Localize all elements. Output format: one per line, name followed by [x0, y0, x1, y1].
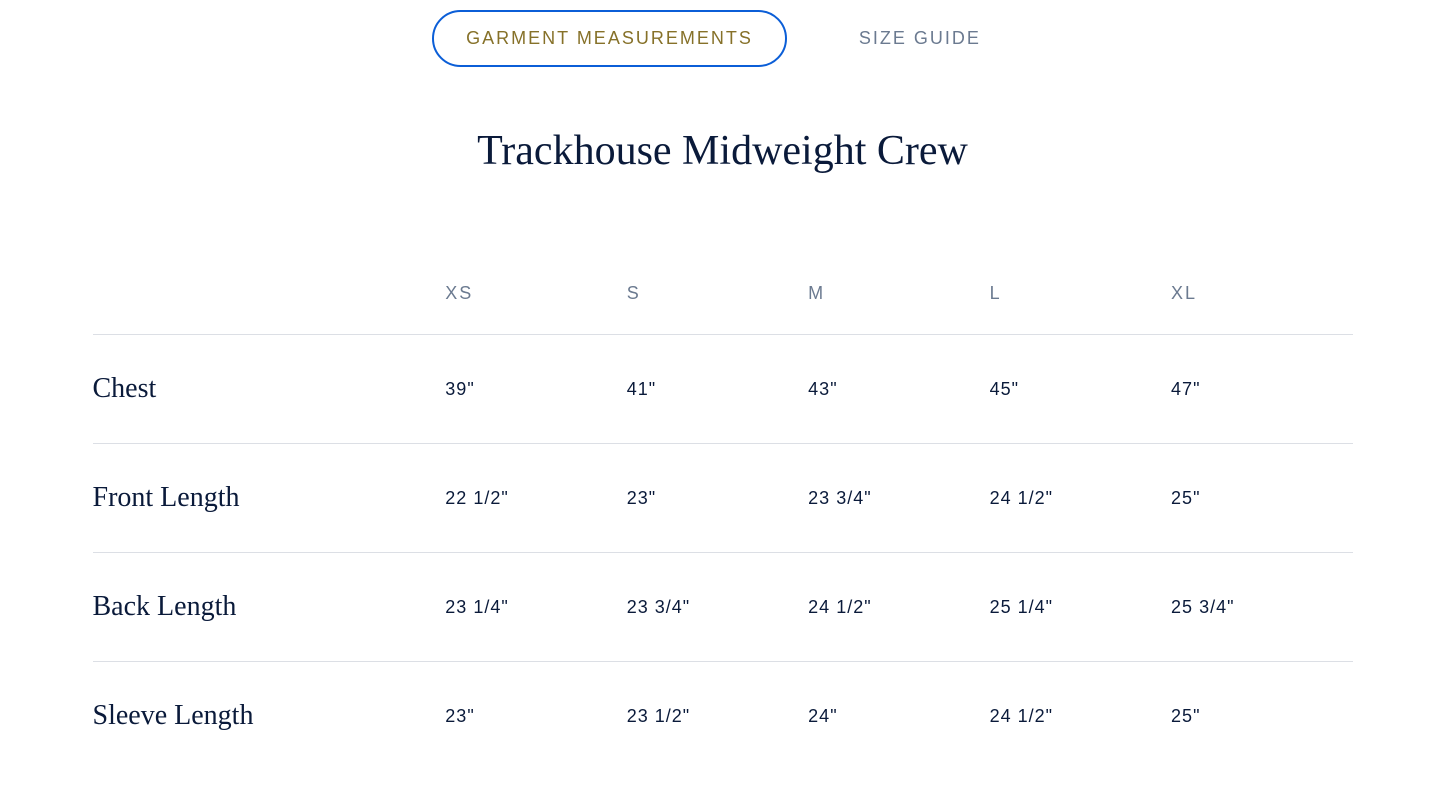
- cell-back-length-xl: 25 3/4": [1171, 553, 1352, 662]
- cell-chest-xl: 47": [1171, 335, 1352, 444]
- cell-front-length-s: 23": [627, 444, 808, 553]
- cell-chest-l: 45": [990, 335, 1171, 444]
- cell-front-length-l: 24 1/2": [990, 444, 1171, 553]
- row-label-back-length: Back Length: [93, 553, 446, 662]
- measurements-table: XS S M L XL Chest 39" 41" 43" 45" 47" Fr…: [93, 265, 1353, 770]
- cell-back-length-m: 24 1/2": [808, 553, 989, 662]
- table-header-m: M: [808, 265, 989, 335]
- cell-back-length-s: 23 3/4": [627, 553, 808, 662]
- cell-front-length-m: 23 3/4": [808, 444, 989, 553]
- cell-back-length-l: 25 1/4": [990, 553, 1171, 662]
- tab-group: GARMENT MEASUREMENTS SIZE GUIDE: [60, 10, 1385, 67]
- table-header-xl: XL: [1171, 265, 1352, 335]
- cell-chest-s: 41": [627, 335, 808, 444]
- cell-chest-xs: 39": [445, 335, 626, 444]
- table-row: Back Length 23 1/4" 23 3/4" 24 1/2" 25 1…: [93, 553, 1353, 662]
- cell-sleeve-length-xl: 25": [1171, 662, 1352, 771]
- cell-sleeve-length-xs: 23": [445, 662, 626, 771]
- cell-sleeve-length-m: 24": [808, 662, 989, 771]
- row-label-chest: Chest: [93, 335, 446, 444]
- cell-sleeve-length-s: 23 1/2": [627, 662, 808, 771]
- cell-back-length-xs: 23 1/4": [445, 553, 626, 662]
- cell-front-length-xl: 25": [1171, 444, 1352, 553]
- table-row: Sleeve Length 23" 23 1/2" 24" 24 1/2" 25…: [93, 662, 1353, 771]
- table-header-s: S: [627, 265, 808, 335]
- table-row: Front Length 22 1/2" 23" 23 3/4" 24 1/2"…: [93, 444, 1353, 553]
- table-header-row: XS S M L XL: [93, 265, 1353, 335]
- tab-garment-measurements[interactable]: GARMENT MEASUREMENTS: [432, 10, 787, 67]
- row-label-front-length: Front Length: [93, 444, 446, 553]
- cell-sleeve-length-l: 24 1/2": [990, 662, 1171, 771]
- table-header-xs: XS: [445, 265, 626, 335]
- row-label-sleeve-length: Sleeve Length: [93, 662, 446, 771]
- cell-chest-m: 43": [808, 335, 989, 444]
- table-header-l: L: [990, 265, 1171, 335]
- table-row: Chest 39" 41" 43" 45" 47": [93, 335, 1353, 444]
- size-chart-container: GARMENT MEASUREMENTS SIZE GUIDE Trackhou…: [0, 0, 1445, 770]
- cell-front-length-xs: 22 1/2": [445, 444, 626, 553]
- tab-size-guide[interactable]: SIZE GUIDE: [827, 10, 1013, 67]
- table-header-blank: [93, 265, 446, 335]
- product-title: Trackhouse Midweight Crew: [60, 127, 1385, 175]
